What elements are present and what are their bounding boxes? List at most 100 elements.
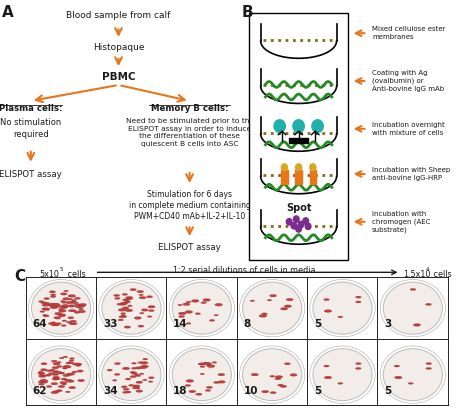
Ellipse shape <box>201 302 206 304</box>
Ellipse shape <box>115 298 120 299</box>
Ellipse shape <box>207 365 215 368</box>
Ellipse shape <box>172 282 231 334</box>
Ellipse shape <box>281 164 287 171</box>
Ellipse shape <box>356 296 361 298</box>
Ellipse shape <box>243 349 302 400</box>
Text: Mixed cellulose ester
membranes: Mixed cellulose ester membranes <box>372 27 446 40</box>
Ellipse shape <box>56 390 63 392</box>
Ellipse shape <box>61 325 66 327</box>
Ellipse shape <box>74 311 80 313</box>
Ellipse shape <box>313 349 372 400</box>
Ellipse shape <box>107 369 112 371</box>
Ellipse shape <box>63 367 67 369</box>
Ellipse shape <box>55 322 61 325</box>
Text: A: A <box>2 5 14 20</box>
Ellipse shape <box>356 367 361 369</box>
Ellipse shape <box>122 367 130 370</box>
Text: C: C <box>14 269 25 283</box>
Ellipse shape <box>275 376 283 378</box>
Ellipse shape <box>59 310 66 312</box>
Ellipse shape <box>68 295 76 297</box>
Ellipse shape <box>147 316 152 317</box>
Ellipse shape <box>274 120 285 132</box>
Text: 3: 3 <box>384 319 392 329</box>
Ellipse shape <box>130 376 137 378</box>
Ellipse shape <box>135 387 140 389</box>
Ellipse shape <box>262 391 269 393</box>
Ellipse shape <box>128 384 134 386</box>
Ellipse shape <box>143 358 148 360</box>
Text: 34: 34 <box>103 386 118 395</box>
Ellipse shape <box>127 298 132 300</box>
Text: 18: 18 <box>173 386 188 395</box>
Ellipse shape <box>293 216 299 222</box>
Ellipse shape <box>40 379 46 381</box>
Ellipse shape <box>120 302 128 305</box>
Ellipse shape <box>68 305 75 307</box>
Ellipse shape <box>125 378 131 380</box>
Text: Coating with Ag
(ovalbumin) or
Anti-bovine IgG mAb: Coating with Ag (ovalbumin) or Anti-bovi… <box>372 70 444 92</box>
Ellipse shape <box>63 374 70 377</box>
Ellipse shape <box>59 357 64 359</box>
Ellipse shape <box>284 305 292 308</box>
Ellipse shape <box>78 379 85 382</box>
Ellipse shape <box>70 358 74 359</box>
Ellipse shape <box>408 383 413 384</box>
Ellipse shape <box>303 218 309 224</box>
Ellipse shape <box>78 310 85 313</box>
Ellipse shape <box>48 304 56 307</box>
Ellipse shape <box>120 303 126 305</box>
Ellipse shape <box>43 315 49 317</box>
Text: 64: 64 <box>33 319 47 329</box>
Text: Need to be stimulated prior to the
ELISPOT assay in order to induce
the differen: Need to be stimulated prior to the ELISP… <box>126 118 254 146</box>
Ellipse shape <box>67 380 74 383</box>
Ellipse shape <box>112 380 117 381</box>
Ellipse shape <box>48 322 55 325</box>
Ellipse shape <box>251 374 258 376</box>
Ellipse shape <box>53 376 60 378</box>
Ellipse shape <box>189 390 196 393</box>
Ellipse shape <box>243 282 302 334</box>
Text: Incubation overnight
with mixture of cells: Incubation overnight with mixture of cel… <box>372 122 445 136</box>
Text: 4: 4 <box>426 267 430 272</box>
Text: Blood sample from calf: Blood sample from calf <box>66 12 171 20</box>
Ellipse shape <box>410 288 416 290</box>
Ellipse shape <box>139 373 144 375</box>
Ellipse shape <box>140 361 148 364</box>
Ellipse shape <box>178 312 186 315</box>
Ellipse shape <box>57 361 61 363</box>
Ellipse shape <box>310 164 316 171</box>
Text: 5: 5 <box>314 319 321 329</box>
Ellipse shape <box>74 304 80 305</box>
Ellipse shape <box>178 304 182 306</box>
Ellipse shape <box>68 310 73 312</box>
Ellipse shape <box>45 374 51 376</box>
Ellipse shape <box>324 376 332 379</box>
Ellipse shape <box>115 363 120 365</box>
Ellipse shape <box>259 315 267 317</box>
Ellipse shape <box>121 312 126 315</box>
Ellipse shape <box>66 301 73 304</box>
Text: ELISPOT assay: ELISPOT assay <box>158 243 221 252</box>
Ellipse shape <box>426 367 431 369</box>
Ellipse shape <box>70 301 76 303</box>
Ellipse shape <box>270 392 276 394</box>
Ellipse shape <box>46 386 52 388</box>
Ellipse shape <box>143 379 147 381</box>
Ellipse shape <box>185 384 191 386</box>
Text: 14: 14 <box>173 319 188 329</box>
Ellipse shape <box>270 375 275 377</box>
Ellipse shape <box>38 372 45 374</box>
Ellipse shape <box>68 298 73 300</box>
Text: 10: 10 <box>244 386 258 395</box>
Ellipse shape <box>72 322 77 325</box>
Text: 62: 62 <box>33 386 47 395</box>
Ellipse shape <box>61 305 68 308</box>
Ellipse shape <box>47 303 54 305</box>
Ellipse shape <box>43 363 47 364</box>
Ellipse shape <box>138 361 143 364</box>
Ellipse shape <box>200 373 204 375</box>
Ellipse shape <box>62 307 66 309</box>
Ellipse shape <box>52 371 58 373</box>
Ellipse shape <box>305 223 311 229</box>
